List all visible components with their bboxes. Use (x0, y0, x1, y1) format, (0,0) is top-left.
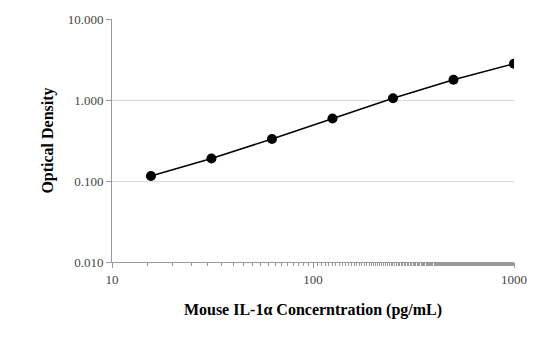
svg-text:1.000: 1.000 (74, 93, 103, 108)
svg-text:0.100: 0.100 (74, 174, 103, 189)
svg-text:0.010: 0.010 (74, 255, 103, 270)
svg-text:10: 10 (106, 272, 119, 287)
svg-text:Optical Density: Optical Density (39, 87, 57, 193)
svg-text:Mouse IL-1α Concerntration (pg: Mouse IL-1α Concerntration (pg/mL) (184, 301, 442, 319)
svg-text:10.000: 10.000 (68, 12, 104, 27)
svg-text:100: 100 (303, 272, 323, 287)
svg-text:1000: 1000 (501, 272, 527, 287)
